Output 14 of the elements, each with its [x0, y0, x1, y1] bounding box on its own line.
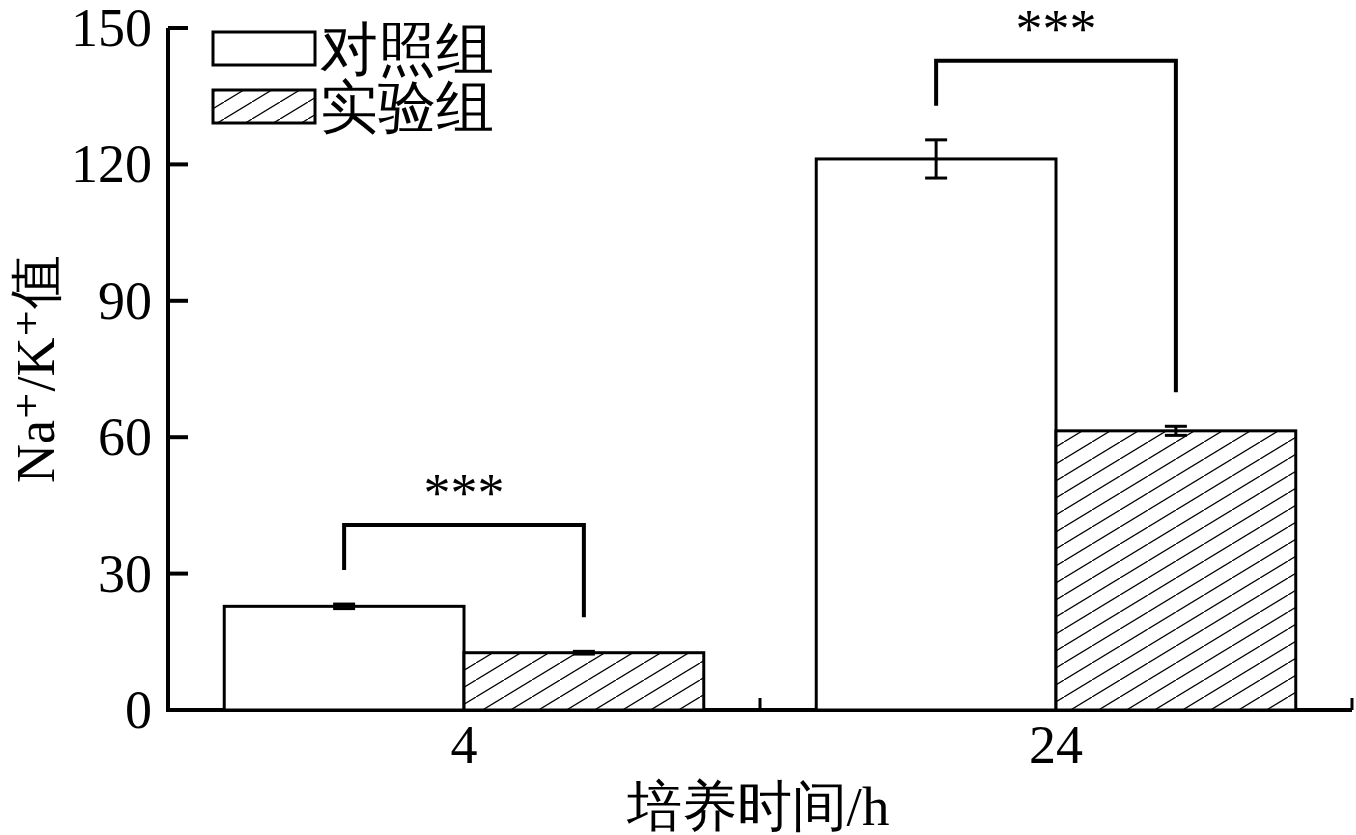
y-tick-label: 30	[98, 543, 152, 604]
x-axis-title: 培养时间/h	[625, 776, 890, 835]
annotation: ***	[1015, 0, 1097, 59]
x-tick-label: 4	[450, 715, 478, 775]
significance-bracket: ***	[342, 463, 586, 618]
y-tick-label: 150	[71, 0, 152, 58]
annotation: ***	[423, 463, 505, 524]
x-tick-label: 24	[1029, 715, 1083, 775]
y-axis-title: Na⁺/K⁺值	[6, 255, 66, 483]
y-tick-label: 90	[98, 270, 152, 331]
y-tick-label: 0	[125, 680, 152, 740]
y-tick-label: 120	[71, 134, 152, 195]
significance-bracket: ***	[934, 0, 1178, 393]
y-tick-label: 60	[98, 407, 152, 468]
